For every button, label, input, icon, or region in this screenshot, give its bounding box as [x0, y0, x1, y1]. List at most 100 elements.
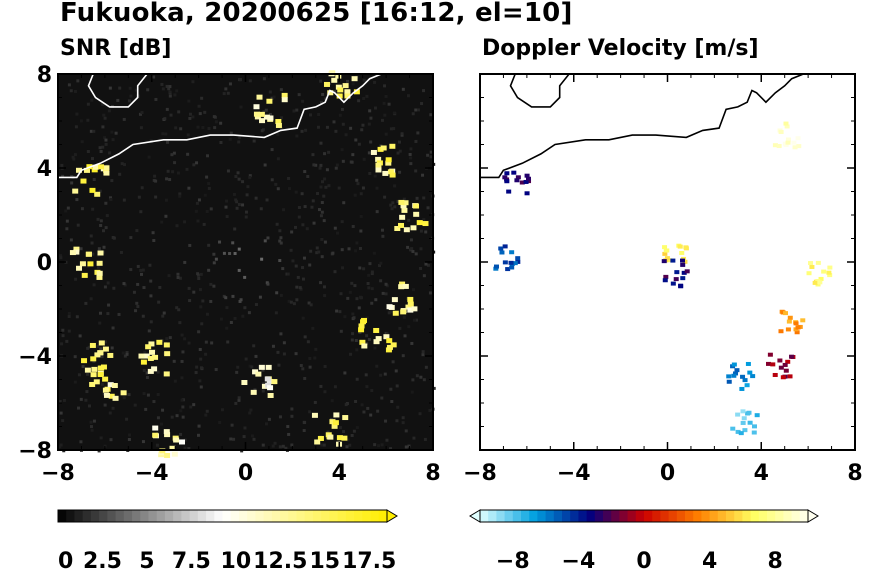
- snr-echo-cell: [407, 296, 414, 302]
- snr-noise-cell: [416, 108, 420, 112]
- doppler-echo-cell: [777, 358, 783, 363]
- doppler-echo-cell: [740, 374, 746, 379]
- snr-noise-cell: [277, 363, 281, 367]
- snr-noise-cell: [101, 145, 105, 149]
- snr-noise-cell: [59, 256, 63, 260]
- snr-noise-cell: [91, 157, 95, 161]
- snr-noise-cell: [222, 92, 226, 96]
- snr-noise-cell: [287, 187, 291, 191]
- snr-noise-cell: [169, 113, 173, 117]
- snr-noise-cell: [175, 306, 179, 310]
- snr-noise-cell: [168, 85, 172, 89]
- snr-echo-cell: [258, 111, 265, 117]
- snr-noise-cell: [84, 301, 88, 305]
- doppler-echo-cell: [827, 273, 833, 278]
- doppler-echo-cell: [679, 250, 685, 255]
- doppler-colorbar-cell: [709, 510, 719, 522]
- snr-colorbar-cell: [74, 510, 84, 522]
- snr-echo-cell: [252, 369, 259, 375]
- snr-noise-cell: [123, 163, 127, 167]
- snr-echo-cell: [97, 350, 104, 356]
- snr-noise-cell: [357, 142, 361, 146]
- snr-noise-cell: [297, 206, 301, 210]
- snr-noise-cell: [337, 186, 341, 190]
- snr-echo-cell: [147, 355, 154, 361]
- snr-noise-cell: [96, 344, 100, 348]
- snr-xtick-label: −4: [135, 461, 169, 486]
- snr-noise-cell: [320, 237, 324, 241]
- snr-noise-cell: [390, 399, 394, 403]
- snr-colorbar-cell: [164, 510, 174, 522]
- snr-noise-cell: [80, 166, 84, 170]
- snr-noise-cell: [219, 140, 223, 144]
- snr-colorbar-cell: [280, 510, 289, 522]
- snr-noise-cell: [89, 129, 93, 133]
- snr-noise-cell: [92, 178, 96, 182]
- snr-echo-cell: [94, 191, 101, 197]
- snr-noise-cell: [392, 111, 396, 115]
- doppler-colorbar-cell: [685, 510, 694, 522]
- snr-noise-cell: [323, 390, 327, 394]
- snr-noise-cell: [149, 279, 153, 283]
- doppler-echo-cell: [661, 259, 667, 264]
- snr-noise-cell: [123, 354, 127, 358]
- snr-echo-cell: [386, 344, 393, 350]
- snr-noise-cell: [101, 125, 105, 129]
- snr-echo-cell: [385, 160, 392, 166]
- snr-noise-cell: [340, 248, 344, 252]
- snr-noise-cell: [108, 151, 112, 155]
- snr-echo-cell: [83, 167, 90, 173]
- snr-noise-cell: [136, 304, 140, 308]
- snr-noise-cell: [398, 326, 402, 330]
- snr-noise-cell: [183, 337, 187, 341]
- doppler-echo-cell: [784, 124, 790, 129]
- doppler-echo-cell: [670, 258, 676, 263]
- snr-noise-cell: [342, 430, 346, 434]
- doppler-colorbar-cell: [734, 510, 743, 522]
- snr-echo-cell: [98, 340, 105, 346]
- snr-noise-cell: [65, 227, 69, 231]
- snr-noise-cell: [356, 182, 360, 186]
- snr-noise-cell: [335, 231, 339, 235]
- snr-noise-cell: [220, 408, 224, 412]
- snr-noise-cell: [209, 207, 213, 211]
- snr-noise-cell: [300, 192, 304, 196]
- doppler-echo-cell: [738, 431, 744, 436]
- snr-noise-cell: [125, 417, 129, 421]
- snr-noise-cell: [239, 298, 243, 302]
- snr-xtick-label: 4: [332, 461, 347, 486]
- doppler-echo-cell: [677, 244, 683, 249]
- snr-noise-cell: [198, 347, 202, 351]
- snr-noise-cell: [333, 270, 337, 274]
- snr-noise-cell: [142, 286, 146, 290]
- doppler-colorbar-cell: [799, 510, 809, 522]
- snr-noise-cell: [172, 359, 176, 363]
- snr-noise-cell: [387, 311, 391, 315]
- snr-echo-cell: [84, 367, 91, 373]
- snr-echo-cell: [275, 122, 282, 128]
- snr-noise-cell: [320, 210, 324, 214]
- snr-echo-cell: [380, 145, 387, 151]
- snr-noise-cell: [301, 367, 305, 371]
- snr-noise-cell: [200, 96, 204, 100]
- snr-echo-cell: [75, 167, 82, 173]
- snr-noise-cell: [212, 261, 216, 265]
- snr-echo-cell: [89, 187, 96, 193]
- snr-noise-cell: [90, 241, 94, 245]
- doppler-echo-cell: [778, 365, 784, 370]
- snr-noise-cell: [110, 130, 114, 134]
- doppler-echo-cell: [746, 410, 752, 415]
- snr-noise-cell: [153, 174, 157, 178]
- snr-noise-cell: [411, 249, 415, 253]
- snr-noise-cell: [419, 247, 423, 251]
- snr-noise-cell: [137, 195, 141, 199]
- snr-noise-cell: [234, 198, 238, 202]
- snr-colorbar-cell: [230, 510, 240, 522]
- snr-noise-cell: [201, 125, 205, 129]
- snr-background: [58, 74, 433, 450]
- doppler-colorbar-cell: [512, 510, 522, 522]
- doppler-colorbar-label: 4: [702, 549, 717, 570]
- snr-noise-cell: [207, 182, 211, 186]
- snr-noise-cell: [76, 406, 80, 410]
- snr-noise-cell: [319, 163, 323, 167]
